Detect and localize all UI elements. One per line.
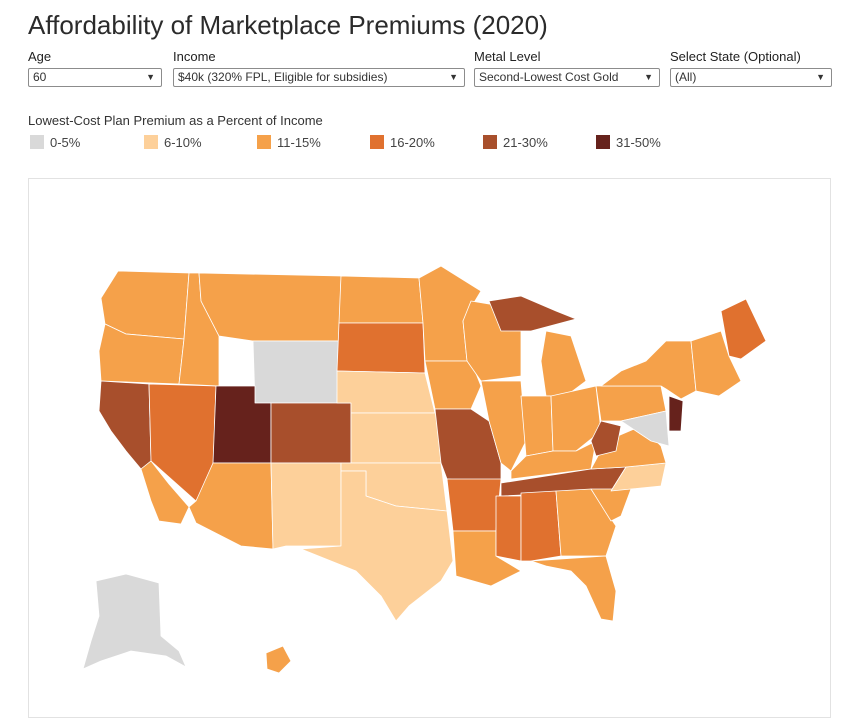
legend-label: 21-30% [503, 134, 548, 150]
age-value: 60 [33, 70, 47, 84]
chevron-down-icon: ▼ [146, 72, 155, 82]
region-new-mexico[interactable] [270, 462, 342, 550]
region-north-dakota[interactable] [338, 275, 424, 324]
region-arkansas[interactable] [446, 478, 502, 532]
metal-level-select[interactable]: Second-Lowest Cost Gold ▼ [474, 68, 660, 87]
region-california-south[interactable] [140, 460, 190, 525]
region-maryland[interactable] [620, 410, 670, 447]
legend-item[interactable]: 31-50% [596, 134, 661, 150]
region-north-carolina[interactable] [610, 462, 667, 492]
region-colorado[interactable] [270, 402, 352, 464]
region-nebraska[interactable] [336, 370, 436, 414]
legend-swatch [257, 135, 271, 149]
metal-level-value: Second-Lowest Cost Gold [479, 70, 619, 84]
region-new-england[interactable] [690, 330, 742, 397]
region-alabama[interactable] [520, 490, 562, 562]
region-michigan-lower[interactable] [540, 330, 587, 397]
region-wyoming[interactable] [252, 340, 340, 404]
legend-swatch [596, 135, 610, 149]
region-kentucky[interactable] [510, 440, 597, 480]
chevron-down-icon: ▼ [816, 72, 825, 82]
region-texas[interactable] [300, 470, 454, 622]
legend-item[interactable]: 16-20% [370, 134, 435, 150]
map-frame [28, 178, 831, 718]
legend-item[interactable]: 0-5% [30, 134, 80, 150]
age-label: Age [28, 49, 52, 64]
region-florida[interactable] [530, 555, 617, 622]
region-missouri[interactable] [434, 408, 502, 484]
legend-item[interactable]: 11-15% [257, 134, 321, 150]
legend-label: 16-20% [390, 134, 435, 150]
state-label: Select State (Optional) [670, 49, 801, 64]
income-value: $40k (320% FPL, Eligible for subsidies) [178, 70, 388, 84]
legend-swatch [30, 135, 44, 149]
us-map[interactable] [29, 179, 830, 717]
page-title: Affordability of Marketplace Premiums (2… [28, 10, 548, 40]
metal-level-label: Metal Level [474, 49, 541, 64]
age-select[interactable]: 60 ▼ [28, 68, 162, 87]
income-select[interactable]: $40k (320% FPL, Eligible for subsidies) … [173, 68, 465, 87]
region-south-dakota[interactable] [336, 322, 426, 374]
state-select[interactable]: (All) ▼ [670, 68, 832, 87]
legend-swatch [144, 135, 158, 149]
region-new-jersey[interactable] [668, 395, 684, 432]
region-kansas[interactable] [350, 412, 442, 464]
region-mississippi[interactable] [495, 495, 522, 562]
income-label: Income [173, 49, 216, 64]
region-maine[interactable] [720, 298, 767, 360]
legend-swatch [483, 135, 497, 149]
legend-swatch [370, 135, 384, 149]
region-montana[interactable] [198, 272, 342, 342]
legend-item[interactable]: 6-10% [144, 134, 202, 150]
region-west-virginia[interactable] [590, 420, 622, 457]
region-michigan-upper[interactable] [488, 295, 577, 332]
region-california-north[interactable] [98, 380, 152, 470]
chevron-down-icon: ▼ [449, 72, 458, 82]
region-ohio[interactable] [550, 385, 602, 452]
legend-title: Lowest-Cost Plan Premium as a Percent of… [28, 113, 323, 128]
region-indiana[interactable] [520, 395, 554, 457]
region-alaska[interactable] [82, 573, 187, 670]
legend-label: 0-5% [50, 134, 81, 150]
legend-label: 6-10% [164, 134, 202, 150]
region-hawaii[interactable] [265, 645, 292, 674]
chevron-down-icon: ▼ [644, 72, 653, 82]
state-value: (All) [675, 70, 697, 84]
legend-label: 31-50% [616, 134, 661, 150]
region-iowa[interactable] [424, 360, 482, 410]
legend-item[interactable]: 21-30% [483, 134, 548, 150]
legend-label: 11-15% [277, 134, 321, 150]
